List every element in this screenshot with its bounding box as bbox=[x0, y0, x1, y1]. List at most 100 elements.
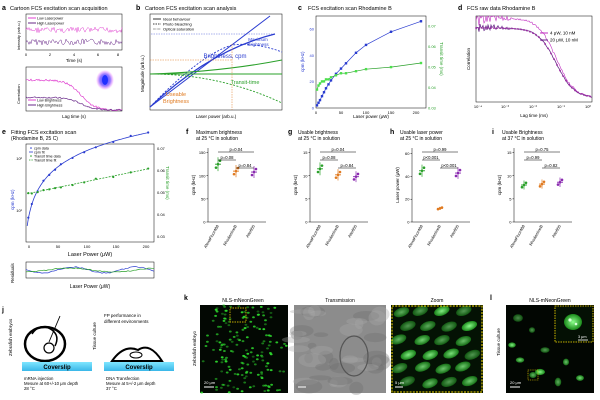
zoom-box bbox=[229, 307, 247, 323]
x-tick-label: 150 bbox=[388, 110, 395, 115]
x-tick-label: 100 bbox=[363, 110, 370, 115]
cpm-point bbox=[334, 72, 338, 76]
nucleus-spot bbox=[226, 384, 230, 387]
nucleus-spot bbox=[241, 316, 245, 319]
data-point bbox=[456, 171, 460, 175]
y2-tick-label: 0.07 bbox=[157, 146, 166, 151]
cell-nucleus bbox=[562, 358, 570, 366]
tissue-texture bbox=[289, 325, 314, 337]
transit-point bbox=[364, 67, 368, 71]
nucleus-spot bbox=[246, 352, 250, 355]
cpm-point bbox=[315, 104, 319, 107]
nucleus-spot bbox=[237, 305, 241, 308]
nucleus-spot bbox=[228, 368, 232, 371]
zoom-nucleus bbox=[422, 378, 438, 389]
nucleus-spot bbox=[266, 347, 269, 350]
nucleus-spot bbox=[258, 328, 262, 330]
nucleus-spot bbox=[241, 340, 245, 343]
transit-point bbox=[59, 186, 63, 189]
y2-tick-label: 0.05 bbox=[428, 65, 437, 70]
tissue-texture bbox=[310, 345, 333, 355]
plot-frame bbox=[25, 66, 123, 112]
data-point bbox=[558, 180, 562, 184]
y2-tick-label: 0.07 bbox=[428, 24, 437, 29]
transit-point bbox=[48, 188, 51, 191]
tissue-texture bbox=[289, 309, 315, 314]
panel-d: d FCS raw data Rhodamine B Correlation L… bbox=[458, 5, 593, 118]
zoom-nucleus bbox=[435, 363, 451, 374]
p-value-label: p=0.84 bbox=[239, 163, 253, 168]
caption-line: Mesure at 5+/-2 μm depth bbox=[106, 381, 156, 386]
transit-point bbox=[129, 171, 132, 174]
tissue-texture bbox=[281, 336, 310, 344]
cpm-point bbox=[27, 216, 30, 219]
nucleus-spot bbox=[215, 307, 219, 310]
cell-nucleus bbox=[529, 371, 537, 379]
nucleus-spot bbox=[243, 381, 247, 384]
nucleus-spot bbox=[245, 336, 249, 339]
panel-letter: j bbox=[1, 307, 4, 314]
panel-title: Maximum brightness bbox=[196, 130, 243, 136]
panel-letter: a bbox=[2, 5, 6, 12]
panel-title: Cartoon FCS excitation scan acquisition bbox=[10, 6, 108, 12]
cpm-point bbox=[94, 146, 97, 149]
cpm-point bbox=[389, 30, 393, 33]
nucleus-spot bbox=[240, 367, 244, 370]
fluorescence-cells bbox=[508, 314, 584, 387]
y-axis-label: cpm (kHz) bbox=[497, 174, 502, 195]
panel-c: c FCS excitation scan Rhodamine B cpm (k… bbox=[298, 5, 444, 119]
nucleus-spot bbox=[206, 340, 209, 343]
zoom-nucleus bbox=[400, 349, 416, 360]
nucleus-spot bbox=[243, 327, 247, 329]
nucleus-spot bbox=[245, 356, 249, 359]
transmission-image bbox=[294, 305, 386, 393]
y-tick-label: 0 bbox=[305, 220, 308, 225]
y2-tick-label: 0.03 bbox=[157, 234, 166, 239]
p-value-label: p=0.04 bbox=[230, 147, 244, 152]
image-title: Transmission bbox=[325, 298, 355, 304]
nucleus-spot bbox=[252, 316, 255, 319]
y-tick-label: 5 bbox=[305, 196, 308, 201]
tissue-texture bbox=[363, 350, 390, 367]
embryo-body bbox=[31, 326, 58, 347]
tissue-texture bbox=[330, 376, 348, 388]
y-axis-label: Laser power (μW) bbox=[395, 167, 400, 203]
nucleus-spot bbox=[266, 362, 269, 365]
p-value-label: p=0.99 bbox=[434, 147, 448, 152]
nucleus-spot bbox=[260, 351, 264, 354]
transit-point bbox=[42, 188, 45, 192]
nucleus-spot bbox=[232, 335, 236, 338]
panel-title: FCS raw data Rhodamine B bbox=[467, 6, 536, 12]
data-point bbox=[334, 176, 338, 179]
transit-point bbox=[147, 167, 150, 170]
legend-label: High Brightness bbox=[37, 104, 63, 108]
y-tick-label: 5 bbox=[509, 196, 512, 201]
nucleus-spot bbox=[269, 316, 273, 319]
nucleus-spot bbox=[201, 360, 205, 363]
data-point bbox=[524, 181, 528, 185]
yolk-icon bbox=[43, 342, 55, 354]
caption-line: mRNA injection bbox=[24, 376, 54, 381]
transit-point bbox=[334, 74, 338, 77]
panel-subtitle: at 25 °C in solution bbox=[196, 136, 238, 142]
tissue-texture bbox=[367, 354, 391, 371]
x-tick-label: 0 bbox=[315, 110, 318, 115]
nucleus-spot bbox=[265, 334, 268, 337]
nucleus-spot bbox=[225, 371, 229, 374]
nucleus-spot bbox=[223, 313, 227, 316]
cpm-fit bbox=[26, 132, 149, 226]
nucleus-spot bbox=[220, 370, 224, 373]
panel-letter: f bbox=[186, 129, 189, 136]
nucleus-spot bbox=[267, 307, 270, 310]
category-label: RhodamineB bbox=[528, 224, 544, 247]
cpm-point bbox=[48, 173, 51, 177]
transit-point bbox=[317, 84, 320, 87]
nucleus-spot bbox=[278, 370, 282, 373]
structure-outline bbox=[339, 335, 369, 377]
heading: different environments bbox=[104, 319, 149, 324]
legend-label: Transit time data bbox=[34, 154, 61, 158]
transit-saturation-curve bbox=[149, 59, 283, 75]
zoom-nucleus bbox=[434, 335, 450, 346]
y-axis-label: cpm (kHz) bbox=[300, 51, 305, 72]
image-title: NLS-mNeonGreen bbox=[529, 298, 571, 304]
